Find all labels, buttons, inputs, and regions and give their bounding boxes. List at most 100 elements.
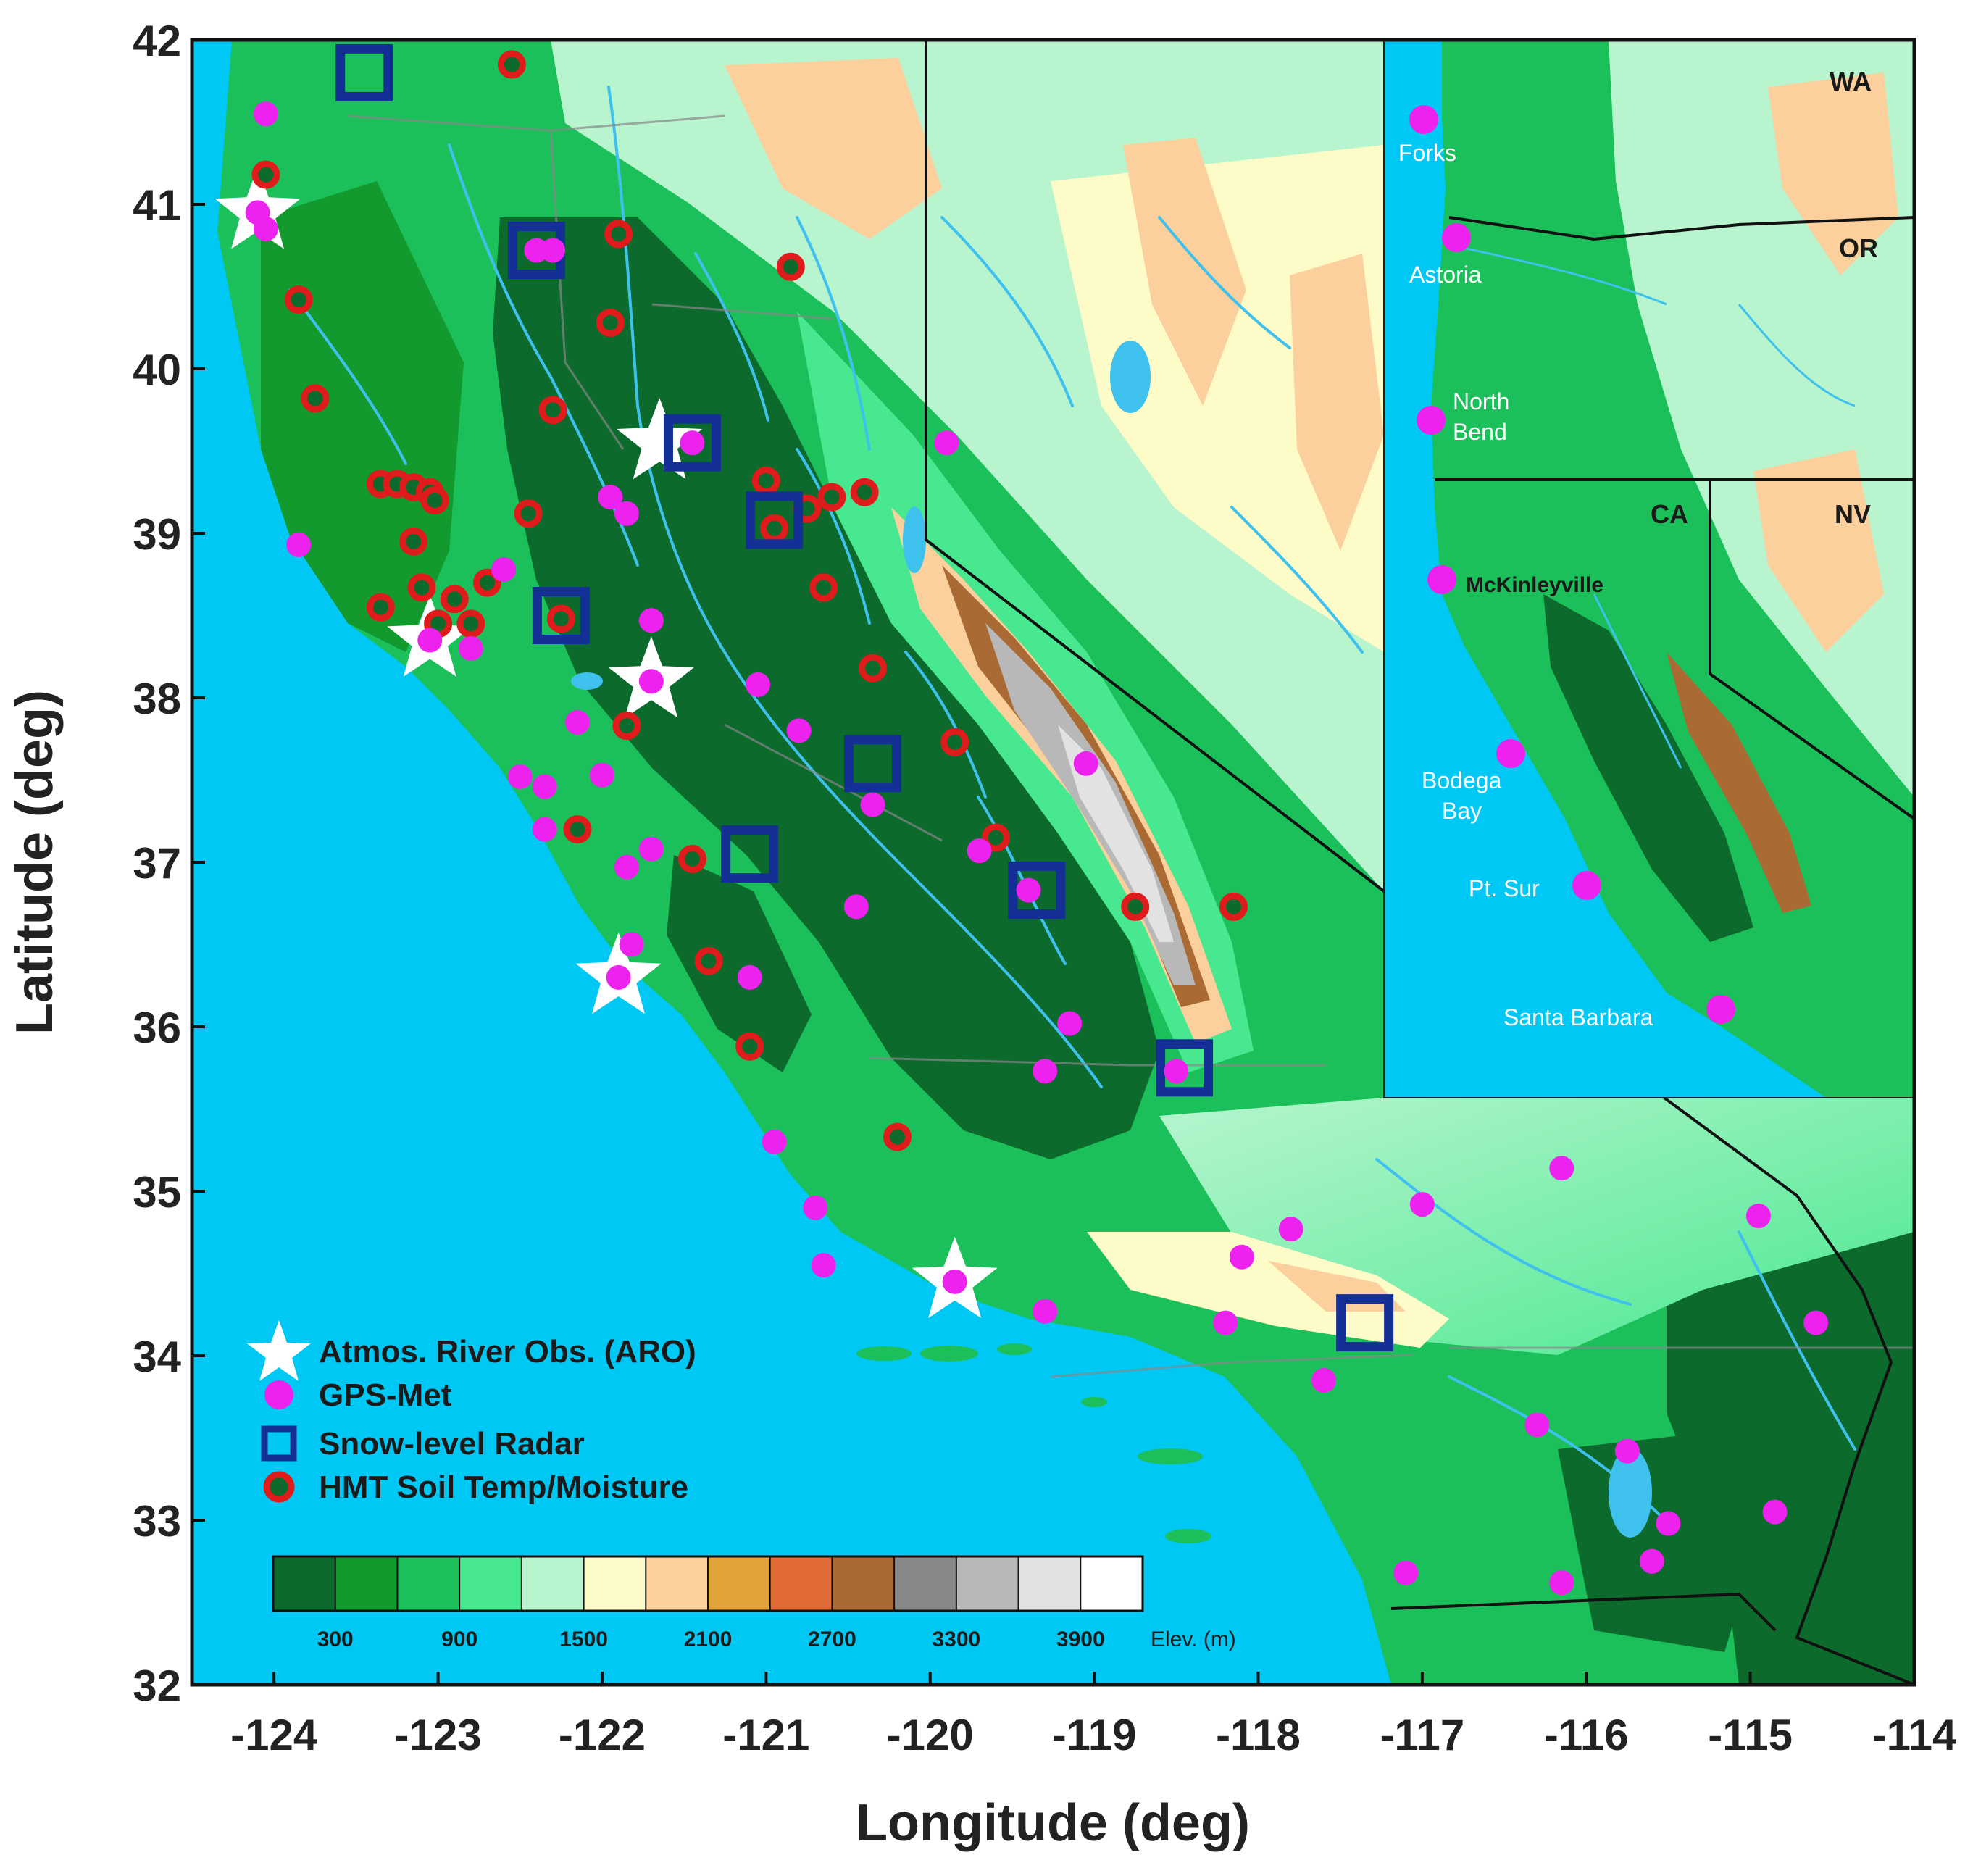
y-tick-label: 37 <box>133 839 181 888</box>
soil-marker <box>694 946 723 975</box>
star-icon <box>247 1320 311 1381</box>
soil-marker <box>940 728 969 756</box>
colorbar-swatch <box>583 1556 647 1612</box>
x-tick-label: -114 <box>1872 1711 1957 1759</box>
radar-marker <box>1336 1294 1394 1352</box>
colorbar-swatch <box>1080 1556 1144 1612</box>
inset-label-pt-sur: Pt. Sur <box>1469 875 1540 901</box>
salton-sea <box>1609 1448 1652 1538</box>
salinas-valley <box>667 855 812 1072</box>
county-lines <box>347 114 1913 1378</box>
colorbar-tick-label: 300 <box>317 1627 354 1651</box>
inset-label-north: North <box>1453 388 1509 414</box>
gps-marker <box>737 964 762 990</box>
colorbar-swatch <box>893 1556 958 1612</box>
gps-marker <box>614 501 639 526</box>
soil-marker <box>301 384 330 413</box>
gps-marker <box>1213 1310 1238 1335</box>
inset-label-astoria: Astoria <box>1409 262 1482 288</box>
legend-label-radar: Snow-level Radar <box>319 1426 585 1462</box>
soil-marker <box>858 654 887 683</box>
inset-rivers <box>1456 245 1856 769</box>
gps-marker <box>803 1195 828 1220</box>
y-tick-label: 32 <box>133 1662 181 1710</box>
colorbar-tick-label: 1500 <box>559 1627 608 1651</box>
gps-marker <box>1229 1244 1254 1270</box>
colorbar-swatches <box>272 1556 1144 1612</box>
great-basin-tan <box>1051 145 1384 652</box>
x-tick-label: -122 <box>559 1711 646 1759</box>
colorbar-swatch <box>707 1556 772 1612</box>
inset-marker-santa-barbara <box>1706 995 1735 1024</box>
soil-marker <box>817 483 846 512</box>
inset-borders <box>1435 216 1914 820</box>
y-tick-label: 36 <box>133 1004 181 1052</box>
inset-marker-forks <box>1409 105 1438 134</box>
y-tick-label: 38 <box>133 675 181 723</box>
lake-tahoe <box>903 506 926 573</box>
inset-label-bodega: Bodega <box>1422 767 1502 793</box>
inset-valley <box>1543 594 1753 942</box>
legend-item-gps: GPS-Met <box>264 1377 452 1413</box>
x-tick-label: -115 <box>1708 1711 1793 1759</box>
station-markers <box>214 43 1829 1596</box>
gps-marker <box>253 101 278 127</box>
colorbar-swatch <box>520 1556 585 1612</box>
channel-islands <box>856 1343 1211 1543</box>
soil-marker <box>563 815 592 844</box>
gps-marker <box>541 238 566 263</box>
x-tick-label: -118 <box>1216 1711 1301 1759</box>
legend-label-soil: HMT Soil Temp/Moisture <box>319 1469 688 1505</box>
inset-label-bay: Bay <box>1442 798 1482 824</box>
soil-marker <box>399 527 428 556</box>
inset-map <box>1384 40 1914 1098</box>
x-tick-label: -123 <box>395 1711 482 1759</box>
radar-marker <box>335 43 393 101</box>
gps-marker <box>1164 1059 1189 1084</box>
soil-marker <box>677 844 706 873</box>
soil-marker <box>809 573 838 602</box>
x-tick-label: -116 <box>1544 1711 1629 1759</box>
gps-marker <box>1278 1217 1303 1242</box>
soil-marker <box>760 514 789 543</box>
colorbar-swatch <box>334 1556 399 1612</box>
nevada-ranges <box>1123 138 1246 406</box>
gps-marker <box>1016 877 1041 903</box>
x-tick-label: -121 <box>722 1711 809 1759</box>
soil-marker <box>612 712 641 741</box>
gps-marker <box>1803 1310 1829 1335</box>
colorbar-tick-label: 900 <box>441 1627 477 1651</box>
gps-marker <box>638 669 664 694</box>
inset-marker-north-bend <box>1417 406 1446 435</box>
soil-marker <box>883 1122 912 1151</box>
y-axis-title: Latitude (deg) <box>6 690 64 1035</box>
soil-marker <box>751 466 780 495</box>
colorbar-swatch <box>459 1556 523 1612</box>
gps-marker <box>746 672 771 697</box>
x-tick-label: -119 <box>1052 1711 1137 1759</box>
soil-marker <box>284 285 313 314</box>
soil-marker <box>251 160 280 189</box>
inset-marker-bodega-bay <box>1496 739 1525 768</box>
inset-state-or: OR <box>1839 233 1878 263</box>
soil-marker <box>596 308 625 337</box>
inset-markers <box>1409 105 1735 1024</box>
blue-square-icon <box>261 1425 297 1462</box>
y-tick-label: 41 <box>133 181 181 230</box>
colorbar-tick-label: 3900 <box>1056 1627 1105 1651</box>
y-tick-label: 35 <box>133 1168 181 1217</box>
soil-marker <box>1121 892 1150 921</box>
magenta-dot-icon <box>264 1380 293 1409</box>
x-axis-title: Longitude (deg) <box>856 1794 1250 1852</box>
aro-marker <box>617 398 703 480</box>
legend-item-radar: Snow-level Radar <box>261 1425 585 1462</box>
colorbar-swatch <box>1017 1556 1082 1612</box>
gps-marker <box>1073 751 1098 776</box>
legend-item-soil: HMT Soil Temp/Moisture <box>263 1469 688 1505</box>
gps-marker <box>532 817 557 842</box>
soil-marker <box>776 252 805 281</box>
colorbar-tick-label: 3300 <box>932 1627 980 1651</box>
gps-marker <box>532 774 557 799</box>
gps-marker <box>762 1129 787 1154</box>
